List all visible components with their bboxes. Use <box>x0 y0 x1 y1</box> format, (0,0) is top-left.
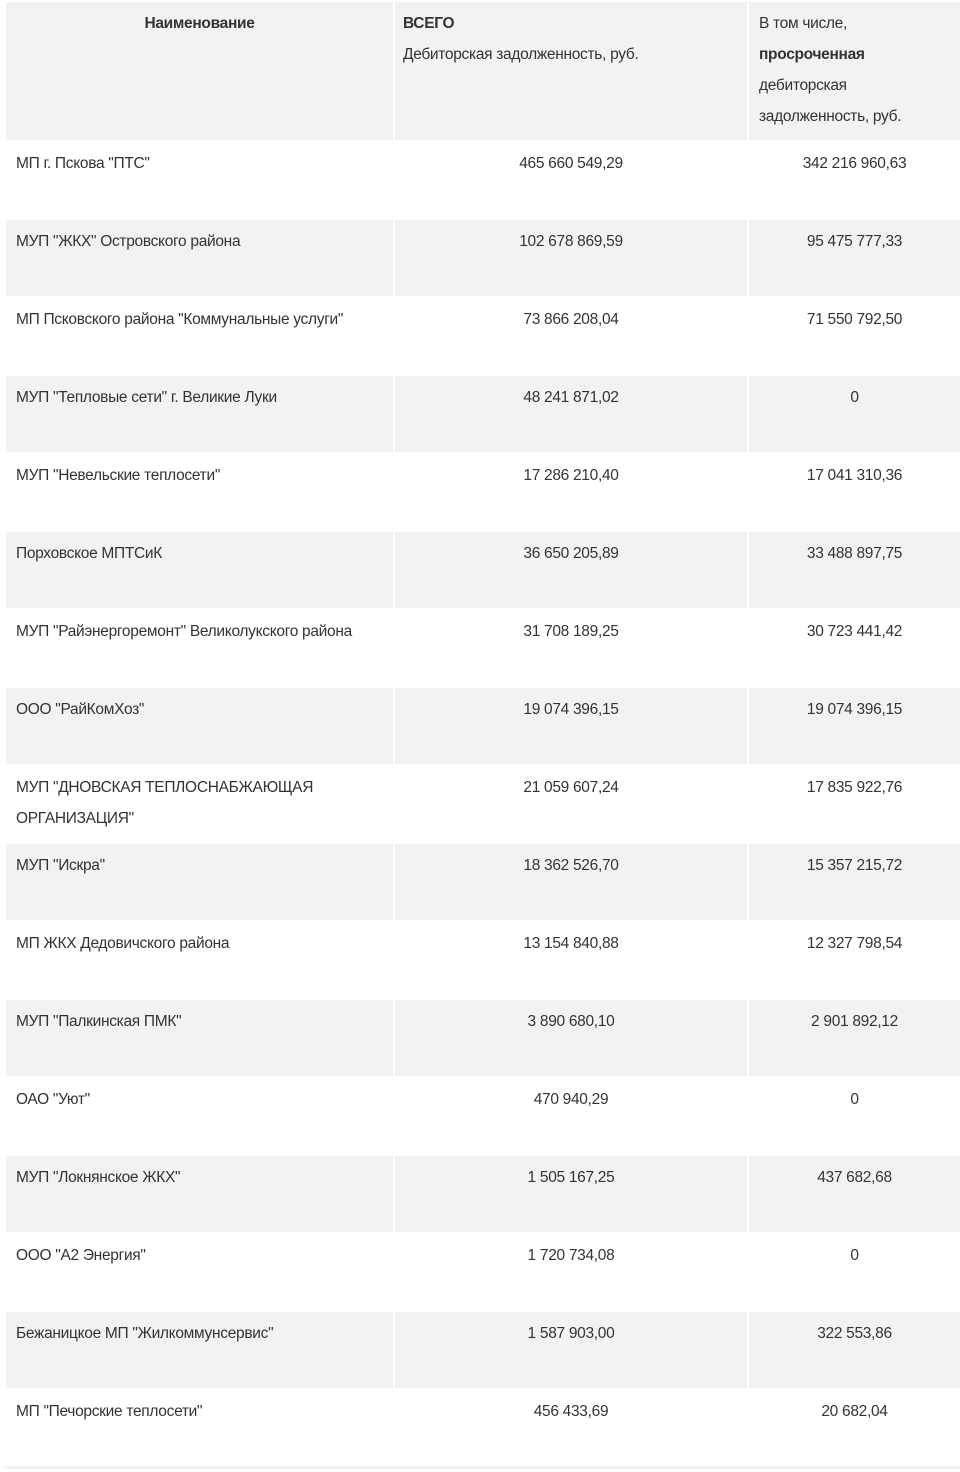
table-row: МУП "Палкинская ПМК" 3 890 680,10 2 901 89… <box>4 998 960 1078</box>
cell-total: 18 362 526,70 <box>393 842 749 922</box>
header-name: Наименование <box>4 0 395 142</box>
cell-name: МУП "Невельские теплосети" <box>4 452 395 532</box>
table-row: ООО "А2 Энергия" 1 720 734,08 0 <box>4 1232 960 1312</box>
cell-name: Порховское МПТСиК <box>4 530 395 610</box>
cell-total: 21 059 607,24 <box>393 764 749 844</box>
table-row: МП "Печорские теплосети" 456 433,69 20 682… <box>4 1388 960 1469</box>
cell-total: 48 241 871,02 <box>393 374 749 454</box>
table-row: МП ЖКХ Дедовичского района 13 154 840,88 1… <box>4 920 960 1000</box>
cell-overdue: 33 488 897,75 <box>747 530 960 610</box>
table-row: МУП "Локнянское ЖКХ" 1 505 167,25 437 682,… <box>4 1154 960 1234</box>
header-overdue-bold: просроченная <box>759 46 865 63</box>
cell-name: МУП "Тепловые сети" г. Великие Луки <box>4 374 395 454</box>
cell-name: МУП "ДНОВСКАЯ ТЕПЛОСНАБЖАЮЩАЯ ОРГАНИЗАЦИ… <box>4 764 395 844</box>
cell-name: МУП "Искра" <box>4 842 395 922</box>
cell-overdue: 20 682,04 <box>747 1388 960 1469</box>
debt-table: Наименование ВСЕГО Дебиторская задолженн… <box>4 0 960 1469</box>
cell-total: 1 720 734,08 <box>393 1232 749 1312</box>
cell-overdue: 17 041 310,36 <box>747 452 960 532</box>
cell-overdue: 17 835 922,76 <box>747 764 960 844</box>
table-row: МУП "Невельские теплосети" 17 286 210,40 1… <box>4 452 960 532</box>
cell-name: ООО "РайКомХоз" <box>4 686 395 766</box>
cell-total: 13 154 840,88 <box>393 920 749 1000</box>
cell-total: 456 433,69 <box>393 1388 749 1469</box>
cell-total: 470 940,29 <box>393 1076 749 1156</box>
header-row: Наименование ВСЕГО Дебиторская задолженн… <box>4 0 960 142</box>
table-row: ООО "РайКомХоз" 19 074 396,15 19 074 396,1… <box>4 686 960 766</box>
cell-total: 17 286 210,40 <box>393 452 749 532</box>
cell-total: 1 587 903,00 <box>393 1310 749 1390</box>
table-row: МП г. Пскова "ПТС" 465 660 549,29 342 216 … <box>4 140 960 220</box>
table-row: МУП "ЖКХ" Островского района 102 678 869,… <box>4 218 960 298</box>
table-row: МУП "Райэнергоремонт" Великолукского рай… <box>4 608 960 688</box>
cell-name: МУП "Локнянское ЖКХ" <box>4 1154 395 1234</box>
cell-name: МП Псковского района "Коммунальные услуг… <box>4 296 395 376</box>
cell-overdue: 71 550 792,50 <box>747 296 960 376</box>
table-row: МУП "ДНОВСКАЯ ТЕПЛОСНАБЖАЮЩАЯ ОРГАНИЗАЦИ… <box>4 764 960 844</box>
cell-overdue: 95 475 777,33 <box>747 218 960 298</box>
cell-total: 36 650 205,89 <box>393 530 749 610</box>
table-row: МП Псковского района "Коммунальные услуг… <box>4 296 960 376</box>
cell-name: Бежаницкое МП "Жилкоммунсервис" <box>4 1310 395 1390</box>
cell-overdue: 0 <box>747 1232 960 1312</box>
header-total-sub: Дебиторская задолженность, руб. <box>403 46 639 63</box>
cell-total: 19 074 396,15 <box>393 686 749 766</box>
cell-overdue: 342 216 960,63 <box>747 140 960 220</box>
cell-total: 73 866 208,04 <box>393 296 749 376</box>
cell-overdue: 0 <box>747 374 960 454</box>
header-overdue-pre: В том числе, <box>759 15 848 32</box>
cell-overdue: 12 327 798,54 <box>747 920 960 1000</box>
cell-overdue: 0 <box>747 1076 960 1156</box>
table-row: ОАО "Уют" 470 940,29 0 <box>4 1076 960 1156</box>
cell-overdue: 15 357 215,72 <box>747 842 960 922</box>
cell-name: МУП "Палкинская ПМК" <box>4 998 395 1078</box>
table-row: Порховское МПТСиК 36 650 205,89 33 488 897… <box>4 530 960 610</box>
header-overdue: В том числе, просроченная дебиторская за… <box>747 0 960 142</box>
cell-name: ОАО "Уют" <box>4 1076 395 1156</box>
cell-name: МУП "ЖКХ" Островского района <box>4 218 395 298</box>
cell-overdue: 19 074 396,15 <box>747 686 960 766</box>
header-overdue-post: дебиторская задолженность, руб. <box>759 77 902 125</box>
cell-name: МП "Печорские теплосети" <box>4 1388 395 1469</box>
table-row: Бежаницкое МП "Жилкоммунсервис" 1 587 903… <box>4 1310 960 1390</box>
cell-total: 102 678 869,59 <box>393 218 749 298</box>
cell-name: МП г. Пскова "ПТС" <box>4 140 395 220</box>
header-total-title: ВСЕГО <box>403 15 455 32</box>
cell-total: 31 708 189,25 <box>393 608 749 688</box>
cell-total: 1 505 167,25 <box>393 1154 749 1234</box>
cell-name: МУП "Райэнергоремонт" Великолукского рай… <box>4 608 395 688</box>
cell-name: ООО "А2 Энергия" <box>4 1232 395 1312</box>
cell-total: 3 890 680,10 <box>393 998 749 1078</box>
cell-overdue: 2 901 892,12 <box>747 998 960 1078</box>
table-row: МУП "Тепловые сети" г. Великие Луки 48 24… <box>4 374 960 454</box>
table-row: МУП "Искра" 18 362 526,70 15 357 215,72 <box>4 842 960 922</box>
cell-name: МП ЖКХ Дедовичского района <box>4 920 395 1000</box>
header-total: ВСЕГО Дебиторская задолженность, руб. <box>393 0 749 142</box>
cell-total: 465 660 549,29 <box>393 140 749 220</box>
cell-overdue: 322 553,86 <box>747 1310 960 1390</box>
cell-overdue: 437 682,68 <box>747 1154 960 1234</box>
cell-overdue: 30 723 441,42 <box>747 608 960 688</box>
